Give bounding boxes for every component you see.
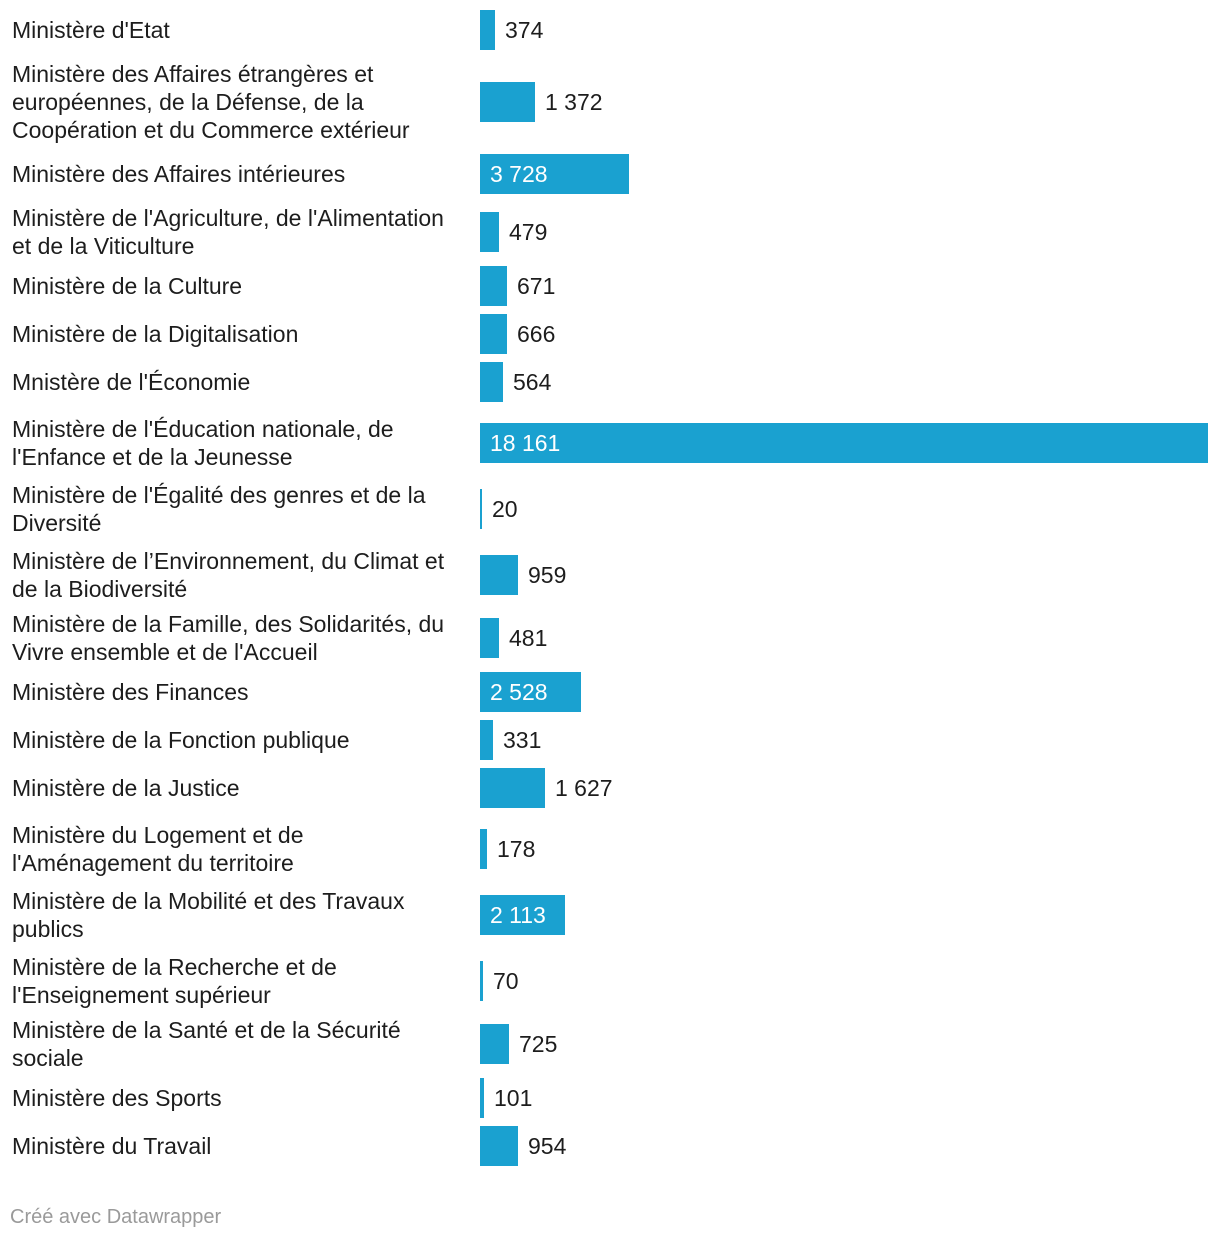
bar bbox=[480, 895, 565, 935]
bar bbox=[480, 489, 482, 529]
bar-chart: Ministère d'Etat 374 Ministère des Affaire… bbox=[0, 6, 1220, 1170]
bar-row: Ministère des Sports 101 bbox=[0, 1074, 1220, 1122]
bar-row: Ministère des Affaires intérieures 3 728 bbox=[0, 146, 1220, 202]
bar-row: Ministère de la Mobilité et des Travaux … bbox=[0, 882, 1220, 948]
category-label: Ministère de la Fonction publique bbox=[12, 727, 350, 753]
category-label: Ministère de la Mobilité et des Travaux … bbox=[12, 888, 405, 942]
category-label: Ministère d'Etat bbox=[12, 17, 170, 43]
category-label: Ministère de la Digitalisation bbox=[12, 321, 299, 347]
bar bbox=[480, 154, 629, 194]
bar bbox=[480, 672, 581, 712]
value-label: 725 bbox=[519, 1031, 558, 1057]
category-label: Ministère de la Justice bbox=[12, 775, 240, 801]
bar bbox=[480, 1024, 509, 1064]
category-label: Ministère des Finances bbox=[12, 679, 249, 705]
value-label: 954 bbox=[528, 1133, 567, 1159]
bar bbox=[480, 423, 1208, 463]
bar-row: Ministère de l'Égalité des genres et de … bbox=[0, 476, 1220, 542]
credit-footer: Créé avec Datawrapper bbox=[10, 1206, 222, 1228]
category-label: Ministère de l'Éducation nationale, de l… bbox=[12, 416, 394, 470]
value-label: 101 bbox=[494, 1085, 533, 1111]
bar bbox=[480, 555, 518, 595]
bar-row: Ministère de la Recherche et de l'Enseig… bbox=[0, 948, 1220, 1014]
category-label: Ministère de la Santé et de la Sécurité … bbox=[12, 1017, 401, 1071]
category-label: Ministère du Logement et de l'Aménagemen… bbox=[12, 822, 304, 876]
value-label: 1 372 bbox=[545, 89, 603, 115]
bar-row: Ministère de l'Éducation nationale, de l… bbox=[0, 410, 1220, 476]
category-label: Ministère des Affaires intérieures bbox=[12, 161, 346, 187]
value-label: 20 bbox=[492, 496, 518, 522]
bar-row: Ministère des Affaires étrangères et eur… bbox=[0, 58, 1220, 146]
category-label: Ministère de la Famille, des Solidarités… bbox=[12, 611, 445, 665]
bar-row: Ministère de la Famille, des Solidarités… bbox=[0, 608, 1220, 668]
category-label: Ministère de l'Agriculture, de l'Aliment… bbox=[12, 205, 444, 259]
bar-row: Ministère de la Digitalisation 666 bbox=[0, 310, 1220, 358]
value-label: 70 bbox=[493, 968, 519, 994]
bar bbox=[480, 1126, 518, 1166]
bar bbox=[480, 314, 507, 354]
category-label: Ministère des Sports bbox=[12, 1085, 222, 1111]
bar bbox=[480, 10, 495, 50]
value-label: 481 bbox=[509, 625, 548, 651]
value-label: 1 627 bbox=[555, 775, 613, 801]
category-label: Ministère des Affaires étrangères et eur… bbox=[12, 61, 410, 143]
category-label: Ministère de la Recherche et de l'Enseig… bbox=[12, 954, 337, 1008]
bar bbox=[480, 82, 535, 122]
bar bbox=[480, 618, 499, 658]
value-label: 479 bbox=[509, 219, 548, 245]
bar bbox=[480, 266, 507, 306]
bar bbox=[480, 1078, 484, 1118]
bar-row: Ministère de l'Agriculture, de l'Aliment… bbox=[0, 202, 1220, 262]
value-label: 2 113 bbox=[490, 902, 546, 928]
category-label: Ministère de l’Environnement, du Climat … bbox=[12, 548, 445, 602]
bar bbox=[480, 829, 487, 869]
bar-row: Mnistère de l'Économie 564 bbox=[0, 358, 1220, 406]
bar-row: Ministère de la Culture 671 bbox=[0, 262, 1220, 310]
value-label: 18 161 bbox=[490, 430, 561, 456]
bar-row: Ministère du Travail 954 bbox=[0, 1122, 1220, 1170]
category-label: Mnistère de l'Économie bbox=[12, 369, 251, 395]
bar bbox=[480, 961, 483, 1001]
value-label: 959 bbox=[528, 562, 567, 588]
value-label: 564 bbox=[513, 369, 552, 395]
value-label: 331 bbox=[503, 727, 542, 753]
value-label: 178 bbox=[497, 836, 536, 862]
bar-row: Ministère de la Justice 1 627 bbox=[0, 764, 1220, 812]
value-label: 671 bbox=[517, 273, 556, 299]
bar-row: Ministère d'Etat 374 bbox=[0, 6, 1220, 54]
value-label: 666 bbox=[517, 321, 556, 347]
bar bbox=[480, 768, 545, 808]
value-label: 2 528 bbox=[490, 679, 548, 705]
bar bbox=[480, 212, 499, 252]
bar-row: Ministère du Logement et de l'Aménagemen… bbox=[0, 816, 1220, 882]
bar-row: Ministère de l’Environnement, du Climat … bbox=[0, 542, 1220, 608]
bar bbox=[480, 362, 503, 402]
category-label: Ministère de la Culture bbox=[12, 273, 243, 299]
category-label: Ministère du Travail bbox=[12, 1133, 212, 1159]
value-label: 3 728 bbox=[490, 161, 548, 187]
bar-row: Ministère de la Fonction publique 331 bbox=[0, 716, 1220, 764]
value-label: 374 bbox=[505, 17, 544, 43]
category-label: Ministère de l'Égalité des genres et de … bbox=[12, 482, 426, 536]
bar-row: Ministère des Finances 2 528 bbox=[0, 668, 1220, 716]
bar-row: Ministère de la Santé et de la Sécurité … bbox=[0, 1014, 1220, 1074]
bar bbox=[480, 720, 493, 760]
